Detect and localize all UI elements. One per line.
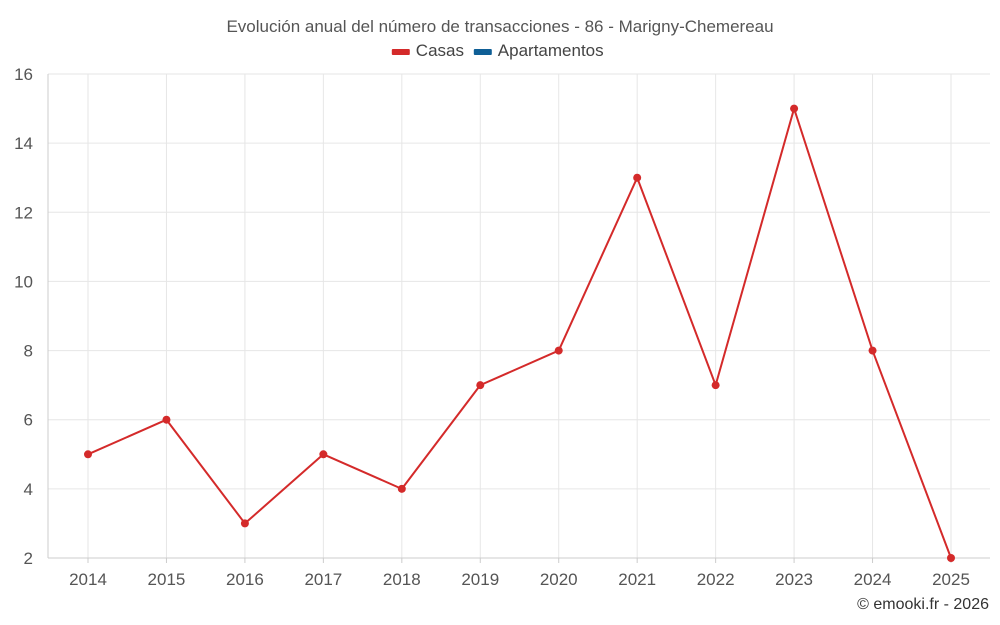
y-tick-label: 2 bbox=[24, 549, 33, 568]
y-tick-label: 10 bbox=[14, 272, 33, 291]
data-point-2021[interactable] bbox=[633, 173, 642, 182]
legend-label: Apartamentos bbox=[498, 41, 604, 60]
x-tick-label: 2018 bbox=[383, 570, 421, 589]
series-line-casas bbox=[87, 107, 952, 559]
axes: 2 4 6 8 10 12 14 16 2014 2015 2016 2017 2018 2019 2020… bbox=[14, 65, 990, 589]
data-point-2022[interactable] bbox=[711, 381, 720, 390]
data-point-2019[interactable] bbox=[476, 381, 485, 390]
data-point-2017[interactable] bbox=[319, 450, 328, 459]
x-tick-label: 2022 bbox=[697, 570, 735, 589]
x-tick-label: 2017 bbox=[304, 570, 342, 589]
x-tick-label: 2014 bbox=[69, 570, 107, 589]
x-tick-label: 2016 bbox=[226, 570, 264, 589]
data-point-2020[interactable] bbox=[554, 346, 563, 355]
x-tick-label: 2024 bbox=[854, 570, 892, 589]
x-tick-label: 2015 bbox=[148, 570, 186, 589]
grid bbox=[48, 73, 990, 558]
data-point-2025[interactable] bbox=[947, 554, 955, 562]
y-tick-label: 12 bbox=[14, 203, 33, 222]
data-point-2018[interactable] bbox=[397, 484, 406, 493]
x-tick-label: 2019 bbox=[461, 570, 499, 589]
y-tick-label: 14 bbox=[14, 134, 33, 153]
series-layer bbox=[84, 104, 955, 562]
y-tick-label: 8 bbox=[24, 342, 33, 361]
legend-label: Casas bbox=[416, 41, 464, 60]
legend-item-casas[interactable]: Casas bbox=[391, 41, 464, 60]
y-tick-label: 6 bbox=[24, 411, 33, 430]
copyright-credit: © emooki.fr - 2026 bbox=[857, 596, 989, 613]
x-tick-label: 2020 bbox=[540, 570, 578, 589]
chart-title: Evolución anual del número de transaccio… bbox=[226, 17, 773, 36]
data-point-2016[interactable] bbox=[240, 519, 249, 528]
x-tick-label: 2021 bbox=[618, 570, 656, 589]
data-point-2015[interactable] bbox=[162, 415, 171, 424]
legend-swatch bbox=[473, 49, 492, 55]
data-point-2023[interactable] bbox=[790, 104, 799, 113]
data-point-2014[interactable] bbox=[84, 450, 92, 459]
x-tick-label: 2023 bbox=[775, 570, 813, 589]
legend-item-apartamentos[interactable]: Apartamentos bbox=[473, 41, 604, 60]
x-tick-label: 2025 bbox=[932, 570, 970, 589]
legend-swatch bbox=[391, 49, 410, 55]
y-tick-label: 4 bbox=[24, 480, 33, 499]
data-point-2024[interactable] bbox=[868, 346, 877, 355]
y-tick-label: 16 bbox=[14, 65, 33, 84]
legend: Casas Apartamentos bbox=[391, 41, 604, 60]
